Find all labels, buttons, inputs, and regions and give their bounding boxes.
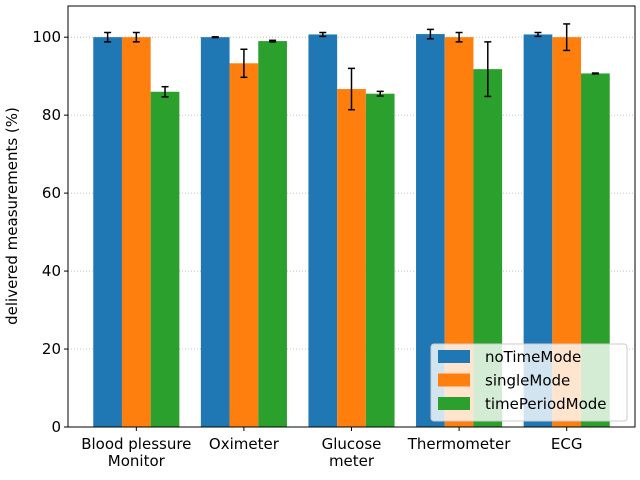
legend-frame: [430, 343, 628, 422]
legend: noTimeMode singleMode timePeriodMode: [430, 343, 628, 422]
y-axis-label: delivered measurements (%): [3, 107, 21, 325]
x-tick-label: Thermometer: [407, 435, 512, 453]
y-tick-label: 60: [42, 184, 61, 202]
error-bar-noTimeMode-2: [319, 31, 327, 38]
x-tick-label: Blood plessure Monitor: [81, 435, 191, 470]
y-tick-label: 80: [42, 106, 61, 124]
bar-singleMode-2: [337, 89, 366, 428]
y-tick-label: 20: [42, 340, 61, 358]
error-bar-noTimeMode-3: [426, 28, 434, 40]
y-tick-label: 40: [42, 262, 61, 280]
error-bar-timePeriodMode-1: [269, 39, 277, 43]
legend-label-timePeriodMode: timePeriodMode: [485, 395, 607, 413]
bar-noTimeMode-2: [308, 34, 338, 427]
y-tick-label: 100: [32, 28, 61, 46]
bar-singleMode-1: [229, 63, 259, 428]
error-bar-singleMode-1: [240, 48, 248, 79]
x-tick-label: Oximeter: [209, 435, 280, 453]
y-tick-label: 0: [51, 418, 61, 436]
error-bar-timePeriodMode-2: [376, 90, 384, 97]
x-tick-label: Glucose meter: [322, 435, 382, 470]
y-axis-ticks: 0 20 40 60 80 100: [32, 28, 68, 436]
error-bar-noTimeMode-4: [534, 31, 542, 38]
legend-label-singleMode: singleMode: [485, 372, 570, 390]
error-bar-timePeriodMode-3: [484, 41, 492, 98]
error-bar-noTimeMode-0: [104, 31, 112, 43]
bar-noTimeMode-0: [93, 37, 122, 428]
x-tick-label: ECG: [551, 435, 583, 453]
error-bar-singleMode-0: [132, 31, 140, 43]
error-bar-noTimeMode-1: [211, 36, 219, 39]
error-bar-singleMode-4: [563, 23, 571, 52]
legend-label-noTimeMode: noTimeMode: [485, 348, 581, 366]
bar-noTimeMode-1: [200, 37, 230, 428]
error-bar-timePeriodMode-4: [591, 72, 599, 75]
bar-singleMode-0: [121, 37, 151, 428]
error-bar-timePeriodMode-0: [161, 85, 169, 98]
bar-timePeriodMode-2: [365, 93, 395, 427]
error-bar-singleMode-2: [348, 67, 355, 111]
error-bars: [104, 23, 599, 111]
bar-timePeriodMode-0: [150, 91, 180, 427]
x-axis-ticks: Blood plessure Monitor Oximeter Glucose mete…: [81, 427, 582, 470]
error-bar-singleMode-3: [455, 31, 463, 43]
legend-swatch-singleMode: [438, 373, 470, 387]
legend-swatch-timePeriodMode: [438, 397, 470, 410]
bar-timePeriodMode-1: [258, 41, 287, 427]
legend-swatch-noTimeMode: [438, 350, 470, 363]
